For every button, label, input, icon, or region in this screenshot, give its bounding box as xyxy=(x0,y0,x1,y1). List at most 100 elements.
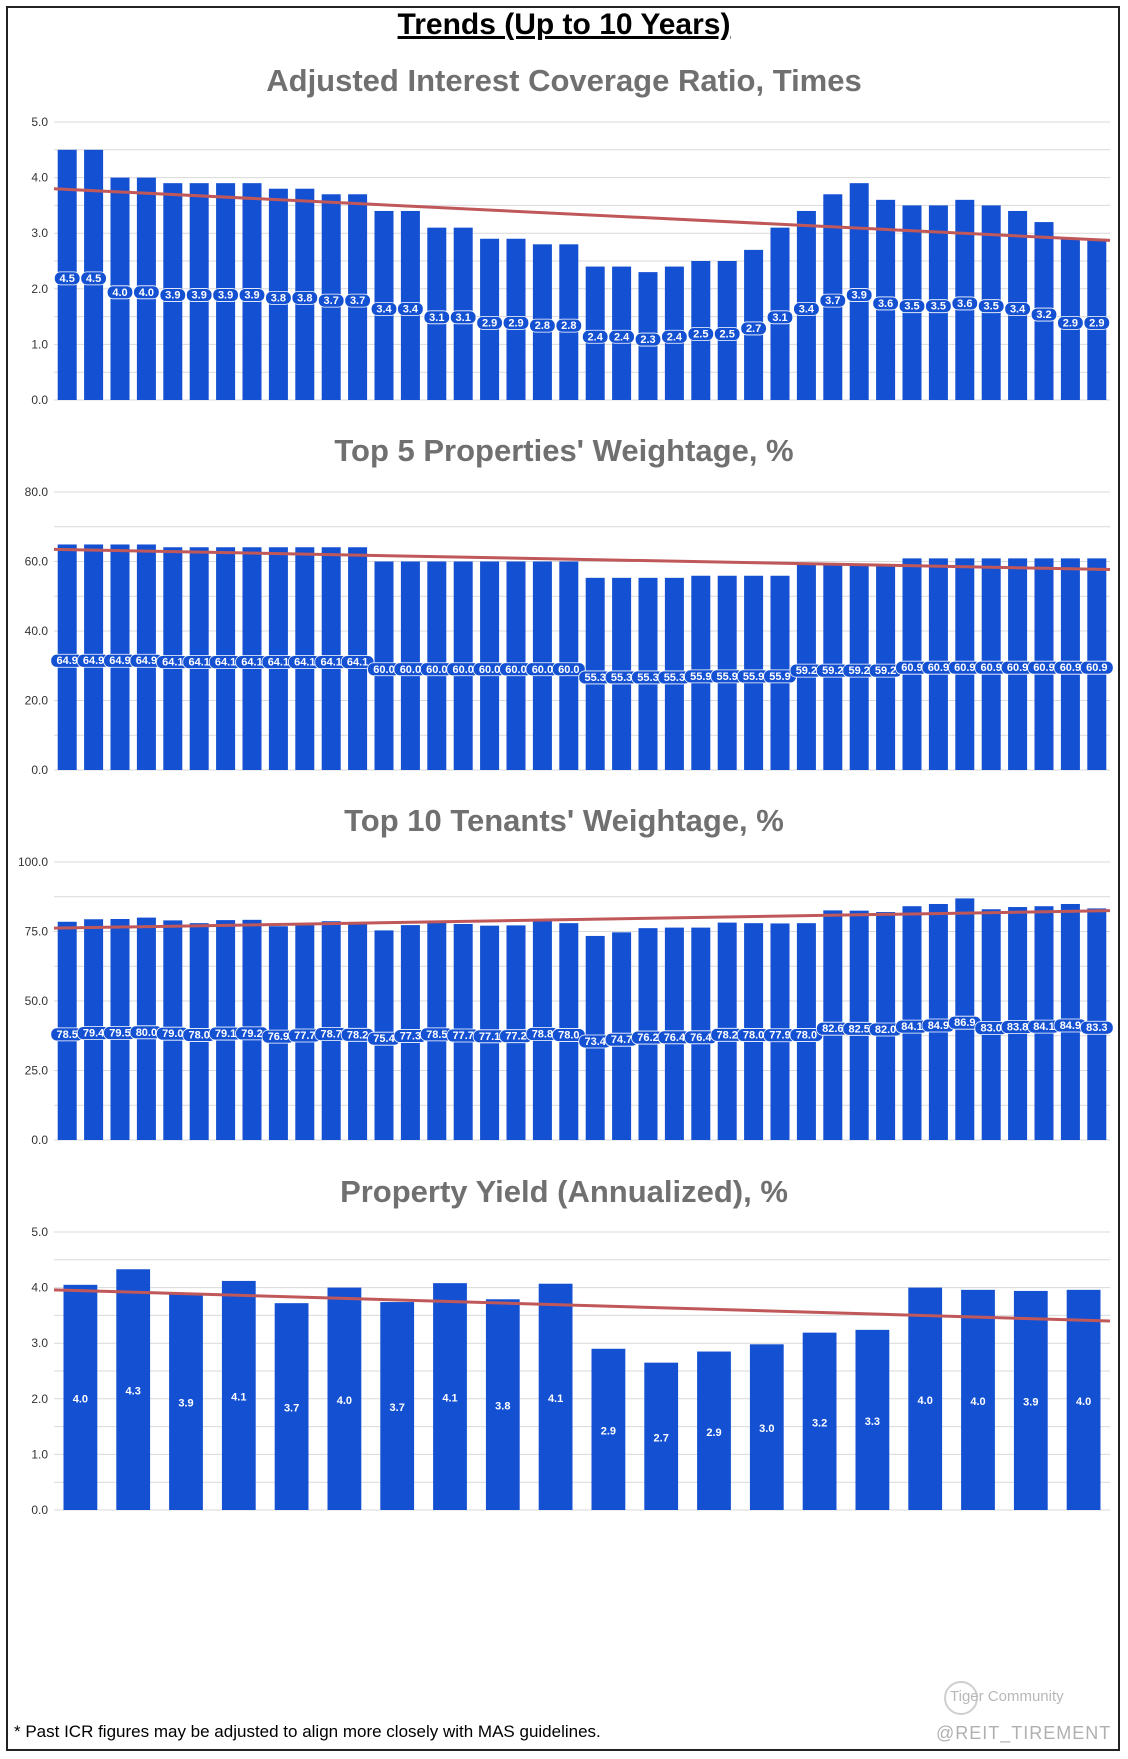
data-label: 77.1 xyxy=(479,1031,500,1043)
data-label: 60.9 xyxy=(980,662,1001,674)
data-label: 78.8 xyxy=(532,1028,553,1040)
bar xyxy=(908,1287,943,1510)
data-label-bg xyxy=(449,310,477,325)
data-label: 4.5 xyxy=(60,273,75,285)
data-label: 55.3 xyxy=(611,672,632,684)
data-label: 74.7 xyxy=(611,1034,632,1046)
data-label: 3.9 xyxy=(852,290,867,302)
page-title: Trends (Up to 10 Years) xyxy=(397,8,731,41)
y-tick-label: 100.0 xyxy=(18,855,48,869)
data-label: 73.4 xyxy=(584,1036,606,1048)
data-label-bg xyxy=(555,318,583,333)
data-label: 64.1 xyxy=(320,657,341,669)
data-label-bg xyxy=(1030,307,1058,322)
data-label: 82.5 xyxy=(848,1023,869,1035)
bar xyxy=(433,1283,467,1510)
data-label: 76.4 xyxy=(690,1032,712,1044)
y-tick-label: 50.0 xyxy=(25,994,49,1008)
data-label: 60.0 xyxy=(532,664,553,676)
data-label: 64.1 xyxy=(215,657,236,669)
trend-line xyxy=(53,187,1111,242)
data-label: 3.2 xyxy=(1036,309,1051,321)
bar xyxy=(116,1269,151,1510)
y-tick-label: 4.0 xyxy=(31,171,48,185)
data-label-bg xyxy=(502,315,530,330)
data-label-bg xyxy=(740,321,767,336)
data-label: 4.5 xyxy=(86,273,101,285)
data-label: 2.9 xyxy=(1063,317,1078,329)
data-label: 2.4 xyxy=(667,331,683,343)
data-label: 78.0 xyxy=(558,1030,579,1042)
watermark: Tiger Community xyxy=(950,1688,1064,1705)
y-tick-label: 2.0 xyxy=(31,282,48,296)
chart-top10-tenants: 0.0 25.0 50.0 75.0 100.0 78.5 79.4 79.5 80.0 79.0… xyxy=(18,855,1114,1147)
y-tick-label: 0.0 xyxy=(31,1133,48,1147)
bar xyxy=(1066,1289,1101,1510)
data-label: 2.9 xyxy=(601,1425,616,1437)
data-label: 60.9 xyxy=(1007,662,1028,674)
data-label: 3.4 xyxy=(1010,303,1026,315)
data-label: 2.4 xyxy=(614,331,630,343)
data-label: 78.2 xyxy=(716,1029,737,1041)
data-label: 77.7 xyxy=(294,1030,315,1042)
data-label: 60.9 xyxy=(1060,662,1081,674)
data-label: 2.4 xyxy=(588,331,604,343)
bar xyxy=(274,1303,309,1510)
data-label: 60.0 xyxy=(479,664,500,676)
data-label: 3.8 xyxy=(271,292,286,304)
data-label: 4.0 xyxy=(337,1395,352,1407)
bar xyxy=(221,1280,256,1510)
data-label: 59.2 xyxy=(848,665,869,677)
data-label: 79.2 xyxy=(241,1028,262,1040)
y-tick-label: 2.0 xyxy=(31,1392,48,1406)
data-label: 3.9 xyxy=(178,1398,193,1410)
data-label-bg xyxy=(185,288,213,302)
data-label-bg xyxy=(793,302,820,316)
data-label: 77.9 xyxy=(769,1030,790,1042)
data-label: 3.5 xyxy=(984,301,999,313)
data-label: 4.0 xyxy=(1076,1396,1091,1408)
data-label: 3.7 xyxy=(825,295,840,307)
data-label-bg xyxy=(1080,660,1114,675)
y-tick-label: 5.0 xyxy=(31,1225,48,1239)
data-label-bg xyxy=(529,318,556,333)
trend-line xyxy=(53,1288,1111,1323)
bar xyxy=(485,1299,520,1510)
data-label: 4.1 xyxy=(231,1391,246,1403)
data-label-bg xyxy=(265,290,292,305)
y-tick-label: 4.0 xyxy=(31,1281,48,1295)
bar xyxy=(697,1351,731,1510)
chart-icr: 0.0 1.0 2.0 3.0 4.0 5.0 4.5 4.5 4.0 4.0 3.9 3.9 3.9 3… xyxy=(31,115,1111,407)
data-label: 3.7 xyxy=(324,295,339,307)
y-tick-label: 20.0 xyxy=(25,694,49,708)
chart-title-top5-properties: Top 5 Properties' Weightage, % xyxy=(334,433,794,468)
data-label-bg xyxy=(80,271,107,286)
data-label: 83.3 xyxy=(1086,1022,1107,1034)
data-label: 55.9 xyxy=(743,671,764,683)
data-label: 2.3 xyxy=(640,334,655,346)
data-label: 64.1 xyxy=(162,657,183,669)
bar xyxy=(1013,1290,1048,1510)
data-label: 64.1 xyxy=(294,657,315,669)
chart-property-yield: 0.0 1.0 2.0 3.0 4.0 5.0 4.0 4.3 3.9 4.1 3.7 4.0 3.7 4… xyxy=(31,1225,1111,1517)
y-tick-label: 0.0 xyxy=(31,1503,48,1517)
data-label: 60.0 xyxy=(400,664,421,676)
data-label: 3.1 xyxy=(772,312,787,324)
y-tick-label: 3.0 xyxy=(31,226,48,240)
data-label: 3.7 xyxy=(284,1403,299,1415)
data-label: 55.9 xyxy=(716,671,737,683)
data-label: 2.5 xyxy=(693,329,708,341)
data-label: 2.7 xyxy=(654,1432,669,1444)
data-label: 60.0 xyxy=(373,664,394,676)
data-label-bg xyxy=(582,329,609,344)
bar xyxy=(169,1293,203,1510)
data-label: 82.0 xyxy=(875,1024,896,1036)
data-label-bg xyxy=(687,327,715,341)
bar xyxy=(961,1289,995,1510)
data-label: 77.3 xyxy=(400,1031,421,1043)
data-label: 2.9 xyxy=(1089,317,1104,329)
data-label: 55.9 xyxy=(769,671,790,683)
bar xyxy=(802,1332,837,1510)
data-label-bg xyxy=(476,315,503,330)
data-label: 4.1 xyxy=(548,1393,563,1405)
